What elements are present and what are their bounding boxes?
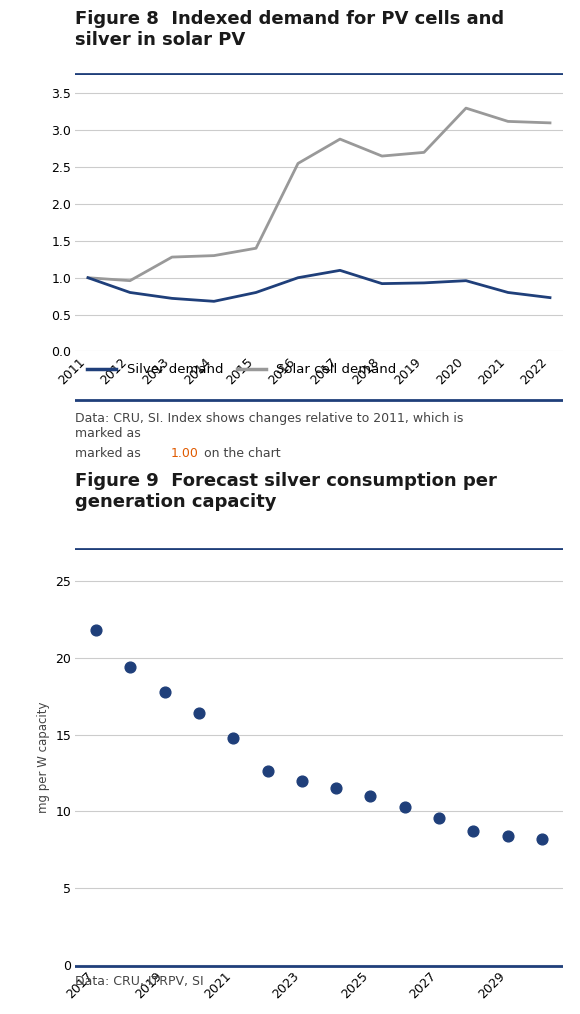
Point [126,659,135,675]
Point [503,827,512,844]
Point [366,788,375,804]
Point [469,823,478,840]
Point [160,683,169,700]
Point [194,705,204,721]
Point [538,830,547,847]
Text: marked as: marked as [75,447,145,460]
Point [91,622,100,638]
Text: Figure 8  Indexed demand for PV cells and
silver in solar PV: Figure 8 Indexed demand for PV cells and… [75,10,505,49]
Point [263,764,272,780]
Text: Data: CRU, ITRPV, SI: Data: CRU, ITRPV, SI [75,974,204,988]
Legend: Silver demand, Solar cell demand: Silver demand, Solar cell demand [82,358,402,381]
Y-axis label: mg per W capacity: mg per W capacity [37,702,50,813]
Point [434,809,444,825]
Text: on the chart: on the chart [200,447,280,460]
Point [229,729,238,745]
Text: Figure 9  Forecast silver consumption per
generation capacity: Figure 9 Forecast silver consumption per… [75,473,497,511]
Point [297,773,306,789]
Point [400,799,409,815]
Text: 1.00: 1.00 [171,447,198,460]
Point [332,780,341,796]
Text: Data: CRU, SI. Index shows changes relative to 2011, which is
marked as: Data: CRU, SI. Index shows changes relat… [75,413,464,440]
